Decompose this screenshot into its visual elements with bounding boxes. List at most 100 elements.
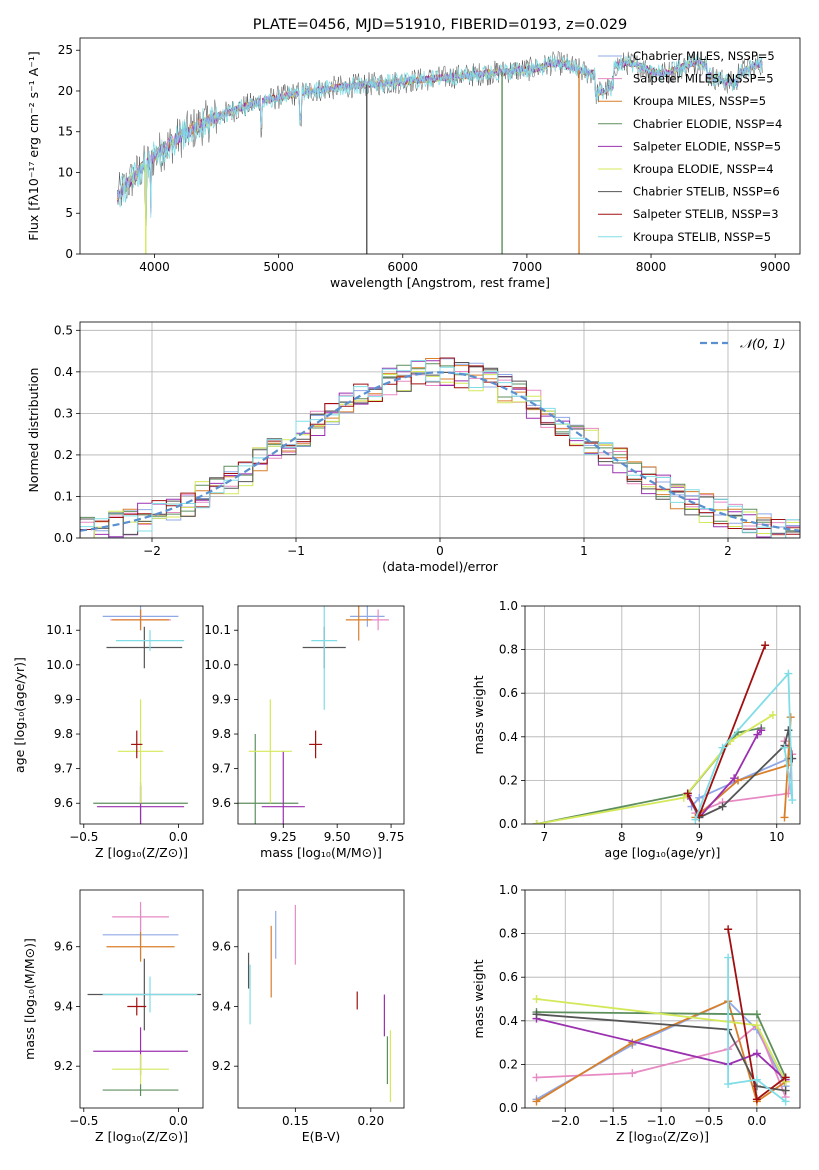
- mass_vs_Z-frame: [79, 889, 204, 1109]
- y-tick-label: 10.0: [46, 658, 73, 672]
- kroupa_elodie-weight-line: [536, 714, 774, 824]
- residuals-axes: −2 −1 0 1 2 0.0 0.1 0.2 0.3 0.4 0.5 (data-model)/er…: [26, 321, 801, 574]
- x-axis-label: (data-model)/error: [382, 559, 499, 574]
- y-tick-label: 9.4: [54, 999, 73, 1013]
- x-tick-label: −2: [143, 544, 161, 558]
- x-tick-label: 7: [541, 830, 549, 844]
- x-tick-label: 9: [695, 830, 703, 844]
- y-tick-label: 0.8: [499, 643, 518, 657]
- chabrier_miles-weight-point: [695, 793, 704, 802]
- y-tick-label: 9.8: [54, 727, 73, 741]
- legend-label: Chabrier STELIB, NSSP=6: [633, 185, 780, 199]
- kroupa_stelib-histogram: [80, 360, 800, 538]
- kroupa_stelib-spectrum-line: [116, 54, 763, 227]
- x-tick-label: 5000: [263, 260, 294, 274]
- y-tick-label: 0.3: [54, 406, 73, 420]
- y-tick-label: 0.6: [499, 970, 518, 984]
- x-tick-label: 0.20: [357, 1114, 384, 1128]
- x-axis-label: Z [log₁₀(Z/Z⊙)]: [95, 1129, 188, 1144]
- x-tick-label: −0.5: [694, 1114, 723, 1128]
- salpeter_elodie-weight-point: [757, 726, 766, 735]
- y-axis-label: Flux [fλ10⁻¹⁷ erg cm⁻² s⁻¹ A⁻¹]: [26, 51, 41, 240]
- y-tick-label: 15: [58, 125, 73, 139]
- y-tick-label: 0.2: [499, 1057, 518, 1071]
- kroupa_stelib-weight-line: [727, 957, 787, 1103]
- y-tick-label: 20: [58, 84, 73, 98]
- y-tick-label: 10.1: [46, 623, 73, 637]
- x-tick-label: 9.50: [324, 830, 351, 844]
- y-tick-label: 9.6: [54, 796, 73, 810]
- y-tick-label: 0: [65, 247, 73, 261]
- y-tick-label: 0.2: [499, 773, 518, 787]
- kroupa_elodie-weight-point: [768, 711, 777, 719]
- y-tick-label: 25: [58, 43, 73, 57]
- x-tick-label: 10: [769, 830, 784, 844]
- x-tick-label: 0.0: [747, 1114, 766, 1128]
- residuals-plot-area: [80, 322, 800, 538]
- weight_vs_Z-axes: −2.0 −1.5 −1.0 −0.5 0.0 0.0 0.2 0.4 0.6 0.8 1.0 Z […: [471, 883, 801, 1144]
- y-tick-label: 0.0: [499, 1101, 518, 1115]
- chabrier_elodie-weight-point: [752, 1010, 761, 1019]
- mass_vs_Z-axes: −0.5 0.0 9.2 9.4 9.6 Z [log₁₀(Z/Z⊙)] mass [log…: [22, 889, 204, 1144]
- salpeter_elodie-weight-point: [730, 774, 739, 783]
- salpeter_stelib-weight-point: [683, 789, 692, 798]
- salpeter_elodie-weight-point: [752, 1049, 761, 1058]
- spectrum-frame: [79, 37, 801, 255]
- y-tick-label: 9.2: [54, 1059, 73, 1073]
- y-tick-label: 0.8: [499, 927, 518, 941]
- kroupa_miles-weight-point: [780, 813, 789, 822]
- mass_vs_ebv-axes: 0.15 0.20 9.2 9.4 9.6 E(B-V): [212, 889, 405, 1144]
- kroupa_stelib-weight-point: [752, 1075, 761, 1084]
- x-tick-label: −1: [287, 544, 305, 558]
- salpeter_stelib-weight-point: [724, 925, 733, 934]
- salpeter_stelib-weight-point: [761, 641, 770, 650]
- y-tick-label: 1.0: [499, 599, 518, 613]
- x-tick-label: 0: [436, 544, 444, 558]
- kroupa_elodie-weight-point: [532, 820, 541, 824]
- kroupa_stelib-weight-point: [780, 743, 789, 752]
- weight_vs_Z-plot-area: [525, 890, 800, 1108]
- mass_vs_Z-plot-area: [87, 901, 202, 1097]
- legend-label: Chabrier ELODIE, NSSP=4: [633, 117, 782, 131]
- x-axis-label: Z [log₁₀(Z/Z⊙)]: [95, 845, 188, 860]
- y-axis-label: age [log₁₀(age/yr)]: [12, 657, 27, 773]
- legend-label: Salpeter ELODIE, NSSP=5: [633, 139, 781, 153]
- y-tick-label: 0.0: [499, 817, 518, 831]
- y-tick-label: 9.8: [212, 727, 231, 741]
- x-tick-label: 8000: [636, 260, 667, 274]
- legend-label: Salpeter MILES, NSSP=5: [633, 72, 774, 86]
- kroupa_stelib-weight-point: [718, 743, 727, 752]
- age_vs_mass-axes: 9.25 9.50 9.75 9.6 9.7 9.8 9.9 10.0 10.1 mass [lo…: [204, 605, 405, 860]
- legend-label: 𝒩(0, 1): [740, 336, 786, 351]
- y-tick-label: 10.1: [204, 623, 231, 637]
- x-tick-label: 7000: [512, 260, 543, 274]
- y-tick-label: 0.4: [54, 365, 73, 379]
- x-axis-label: E(B-V): [302, 1129, 341, 1144]
- y-tick-label: 9.6: [212, 796, 231, 810]
- chabrier_stelib-weight-point: [784, 726, 793, 735]
- y-tick-label: 10: [58, 165, 73, 179]
- legend-label: Salpeter STELIB, NSSP=3: [633, 207, 779, 221]
- kroupa_stelib-weight-point: [781, 1097, 790, 1106]
- age_vs_mass-plot-area: [238, 606, 389, 824]
- chabrier_stelib-weight-point: [718, 802, 727, 811]
- spectrum-plot-area: [116, 50, 763, 254]
- y-tick-label: 1.0: [499, 883, 518, 897]
- kroupa_miles-weight-point: [532, 1097, 541, 1106]
- age_vs_Z-frame: [79, 605, 204, 825]
- x-tick-label: 9.75: [378, 830, 405, 844]
- y-tick-label: 9.7: [212, 762, 231, 776]
- y-tick-label: 0.4: [499, 1014, 518, 1028]
- x-tick-label: 2: [724, 544, 732, 558]
- x-tick-label: 9.25: [270, 830, 297, 844]
- x-axis-label: Z [log₁₀(Z/Z⊙)]: [616, 1129, 709, 1144]
- x-tick-label: 9000: [760, 260, 791, 274]
- x-tick-label: −0.5: [69, 1114, 98, 1128]
- age_vs_mass-frame: [237, 605, 405, 825]
- salpeter_stelib-weight-point: [752, 1095, 761, 1104]
- y-axis-label: mass [log₁₀(M/M⊙)]: [22, 938, 37, 1060]
- y-tick-label: 0.4: [499, 730, 518, 744]
- y-tick-label: 5: [65, 206, 73, 220]
- weight_vs_age-plot-area: [525, 606, 800, 824]
- x-tick-label: 0.0: [169, 1114, 188, 1128]
